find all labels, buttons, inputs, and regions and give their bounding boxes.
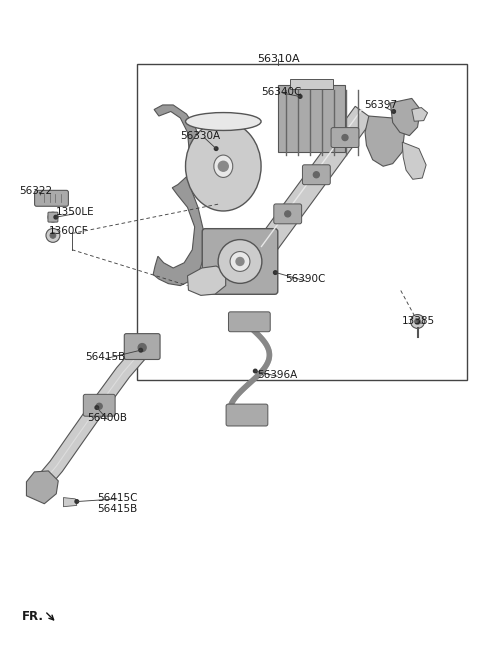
Text: 56400B: 56400B <box>87 413 127 423</box>
Ellipse shape <box>185 121 261 211</box>
Circle shape <box>274 271 277 274</box>
Text: 56396A: 56396A <box>257 370 297 380</box>
Circle shape <box>48 212 58 222</box>
FancyBboxPatch shape <box>35 190 68 206</box>
Text: 56415C: 56415C <box>97 493 137 502</box>
Ellipse shape <box>214 155 233 177</box>
Polygon shape <box>390 98 420 136</box>
Circle shape <box>96 403 102 409</box>
FancyBboxPatch shape <box>226 404 268 426</box>
Circle shape <box>95 406 98 409</box>
FancyBboxPatch shape <box>124 334 160 359</box>
Polygon shape <box>188 266 226 295</box>
Text: 56415B: 56415B <box>85 352 125 362</box>
Circle shape <box>230 251 250 272</box>
Bar <box>137 64 467 380</box>
FancyBboxPatch shape <box>274 204 301 224</box>
Circle shape <box>215 147 218 150</box>
Circle shape <box>75 500 79 503</box>
Circle shape <box>313 172 319 178</box>
FancyBboxPatch shape <box>331 128 359 148</box>
Circle shape <box>46 228 60 242</box>
Text: 56397: 56397 <box>364 100 397 110</box>
FancyArrowPatch shape <box>47 613 54 620</box>
Circle shape <box>410 314 424 329</box>
FancyBboxPatch shape <box>48 212 58 222</box>
Circle shape <box>218 239 262 283</box>
Polygon shape <box>26 471 58 504</box>
Text: 56415B: 56415B <box>97 504 137 514</box>
Polygon shape <box>412 108 428 121</box>
Text: 56322: 56322 <box>20 186 53 196</box>
Text: 1350LE: 1350LE <box>56 207 95 217</box>
Circle shape <box>218 161 228 171</box>
Circle shape <box>139 348 143 352</box>
Circle shape <box>138 344 146 352</box>
Circle shape <box>285 211 291 217</box>
FancyBboxPatch shape <box>228 312 270 332</box>
Text: 56330A: 56330A <box>180 131 220 140</box>
Circle shape <box>54 215 58 219</box>
FancyBboxPatch shape <box>302 165 330 185</box>
Circle shape <box>392 110 396 113</box>
FancyBboxPatch shape <box>278 85 345 152</box>
Polygon shape <box>255 106 373 256</box>
Text: 56390C: 56390C <box>285 274 326 284</box>
Circle shape <box>236 258 244 266</box>
Circle shape <box>415 319 420 325</box>
Text: 13385: 13385 <box>402 316 435 327</box>
Polygon shape <box>36 342 151 488</box>
Polygon shape <box>153 105 204 285</box>
FancyBboxPatch shape <box>84 394 115 416</box>
Polygon shape <box>63 497 77 506</box>
Text: FR.: FR. <box>22 610 43 623</box>
Circle shape <box>342 134 348 140</box>
Polygon shape <box>365 116 405 166</box>
Circle shape <box>50 232 56 238</box>
Text: 56310A: 56310A <box>257 54 300 64</box>
FancyBboxPatch shape <box>290 79 333 89</box>
Polygon shape <box>402 142 426 179</box>
FancyBboxPatch shape <box>202 229 278 295</box>
Circle shape <box>299 94 302 98</box>
Text: 1360CF: 1360CF <box>49 226 89 236</box>
Circle shape <box>253 369 257 373</box>
Text: 56340C: 56340C <box>262 87 302 97</box>
Ellipse shape <box>185 113 261 131</box>
